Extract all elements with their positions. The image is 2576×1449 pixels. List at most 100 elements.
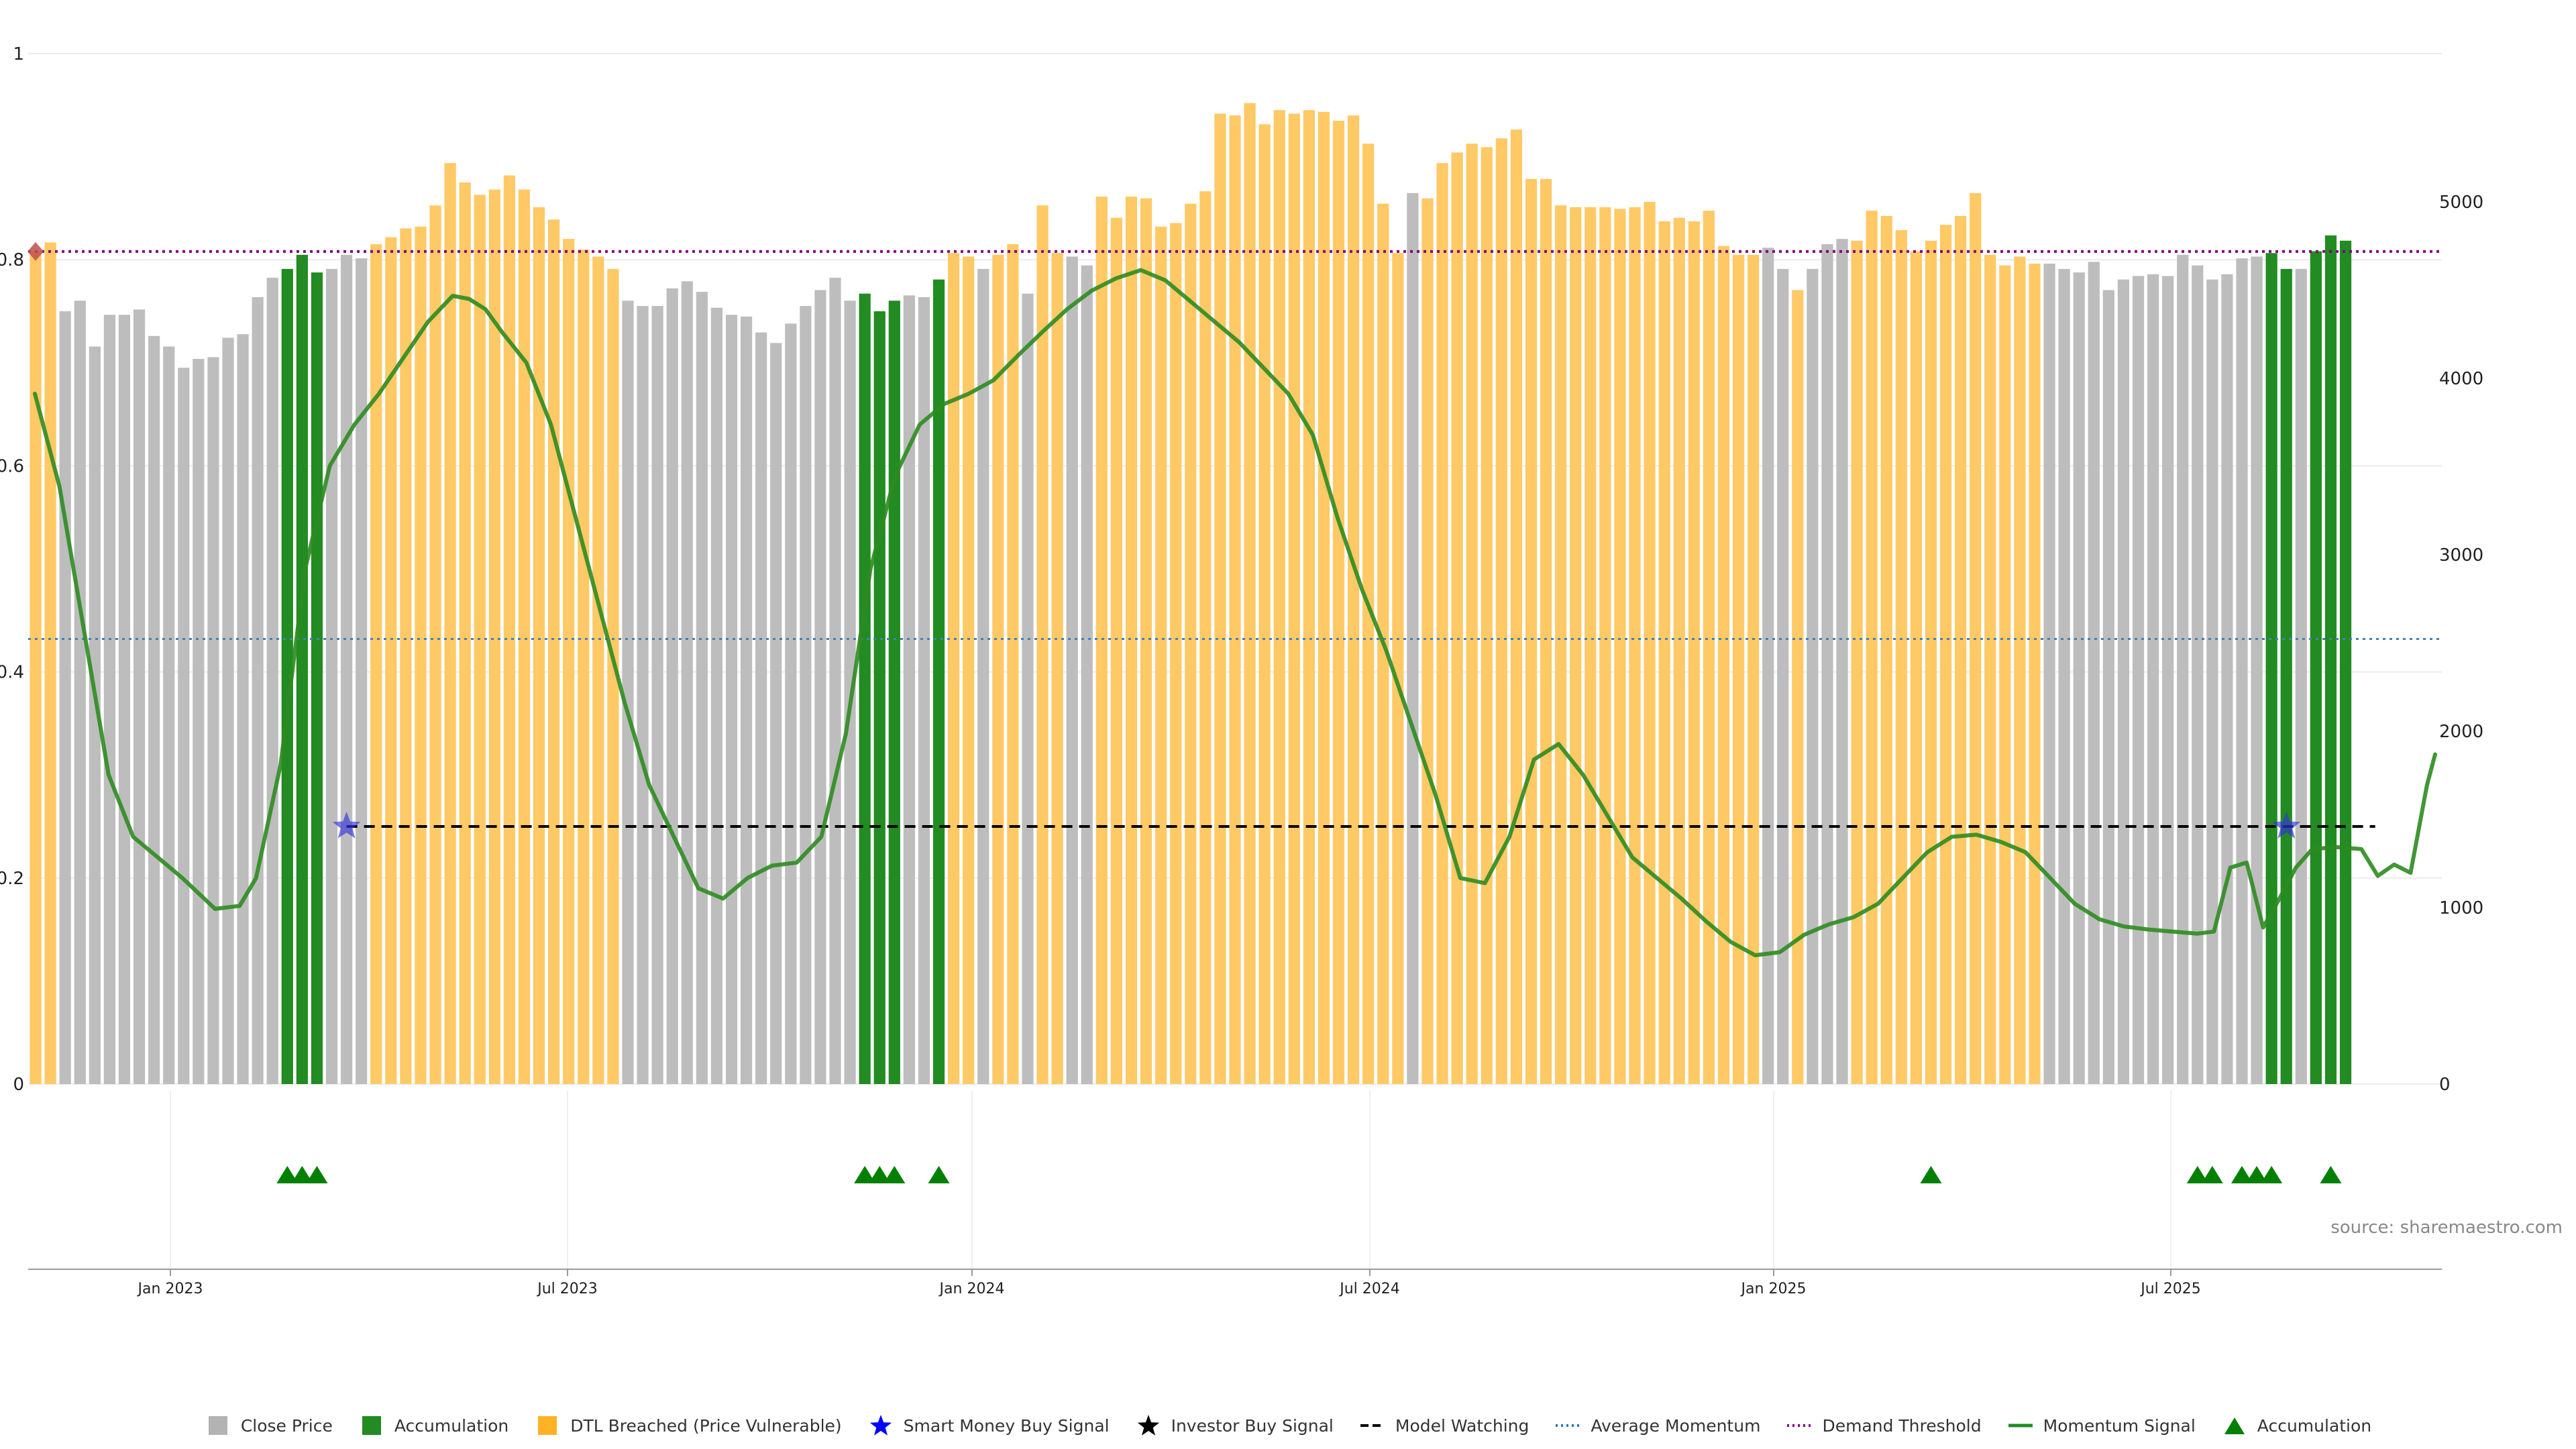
bar-close [637,306,649,1084]
bar-dtl [1939,225,1952,1084]
bar-dtl [963,256,975,1084]
bar-acc [932,279,945,1085]
bar-close [903,295,915,1085]
momentum-signal-line [33,268,2437,957]
bar-close [2206,279,2218,1085]
bar-acc [873,311,885,1084]
y-tick-left: 0 [13,1075,24,1095]
accumulation-marker [291,1166,313,1183]
bar-dtl [1495,138,1507,1084]
axes-group: 0 0.2 0.4 0.6 0.8 1 0 1000 2000 3000 4000 5000 Jan 2… [0,44,2483,1297]
bar-close [266,278,278,1085]
bar-dtl [1170,223,1182,1084]
y-tick-right: 2000 [2439,722,2483,742]
bar-close [2295,268,2307,1084]
bar-close [977,268,989,1084]
bar-close [252,297,264,1085]
legend-symbol-dotted [1787,1424,1812,1427]
legend-symbol-square [208,1416,227,1435]
bar-dtl [607,268,619,1084]
bar-close [2162,276,2174,1085]
x-tick-label: Jul 2024 [1338,1281,1400,1297]
bar-close [800,306,812,1084]
bar-dtl [1466,144,1478,1085]
bar-acc [2324,235,2337,1085]
bar-close [666,288,678,1084]
x-tick-label: Jul 2025 [2139,1281,2201,1297]
legend-square [538,1416,557,1435]
bar-close [2117,279,2130,1085]
bar-close [340,254,353,1085]
accumulation-marker [276,1166,299,1183]
bar-dtl [1585,207,1597,1085]
bar-acc [281,268,293,1084]
legend-symbol-dash [1360,1424,1385,1427]
bar-close [222,337,234,1085]
bar-dtl [1140,198,1152,1084]
accumulation-marker [1920,1166,1942,1183]
bar-close [829,278,841,1085]
bar-acc [2280,268,2292,1084]
bar-dtl [459,182,471,1084]
bar-close [814,290,826,1084]
bar-dtl [1658,221,1670,1084]
legend-item: DTL Breached (Price Vulnerable) [534,1414,842,1437]
legend-symbol-triangle [2224,1417,2245,1434]
bar-dtl [1599,207,1611,1085]
bar-dtl [563,239,575,1084]
legend-label: Model Watching [1395,1415,1529,1436]
x-tick-label: Jan 2025 [1740,1281,1807,1297]
bar-dtl [503,175,516,1084]
bar-close [1821,244,1833,1084]
bar-acc [888,301,900,1084]
smart-money-buy-signal-marker [332,812,361,839]
bar-dtl [1673,217,1685,1084]
x-tick-label: Jan 2024 [938,1281,1005,1297]
bar-dtl [1866,211,1878,1085]
bar-close [207,357,219,1084]
legend-symbol-line [2008,1424,2033,1428]
bar-dtl [1644,201,1656,1084]
bar-dtl [1910,251,1922,1085]
bar-dtl [1481,147,1493,1085]
bar-close [2177,254,2189,1085]
bar-dtl [548,219,560,1084]
bar-dtl [1851,240,1863,1084]
bar-close [356,258,368,1084]
legend-triangle [2224,1417,2245,1434]
bar-close [1807,268,1819,1084]
smart-money-buy-signal-marker [2272,812,2301,839]
y-tick-left: 0.4 [0,663,24,683]
bar-dtl [444,163,456,1085]
bar-dtl [1717,246,1730,1084]
bar-dtl [429,205,441,1084]
legend-star [1137,1415,1159,1436]
accumulation-marker [869,1166,891,1183]
legend-label: Average Momentum [1591,1415,1761,1436]
bar-dtl [1125,197,1138,1084]
bar-dtl [1540,178,1552,1084]
legend-square [362,1416,381,1435]
bar-close [89,346,101,1084]
bar-dtl [592,256,604,1084]
bar-dtl [1792,290,1804,1084]
bar-close [74,301,86,1084]
bar-dtl [1095,197,1108,1084]
bar-dtl [518,189,531,1085]
bar-dtl [1614,209,1626,1085]
legend-item: Average Momentum [1554,1414,1760,1437]
bar-dtl [1273,110,1285,1084]
bar-close [2132,276,2145,1085]
bar-close [103,315,116,1085]
bar-dtl [1288,113,1300,1084]
legend-label: Momentum Signal [2043,1415,2196,1436]
legend-symbol-square [362,1416,381,1435]
bar-dtl [1954,215,1967,1084]
bar-close [1081,265,1093,1084]
y-tick-right: 0 [2439,1075,2451,1095]
bar-dtl [400,228,412,1085]
bar-dtl [1155,226,1167,1084]
legend-symbol-star [1137,1415,1159,1436]
bar-dtl [44,242,56,1084]
bar-close [725,315,738,1085]
